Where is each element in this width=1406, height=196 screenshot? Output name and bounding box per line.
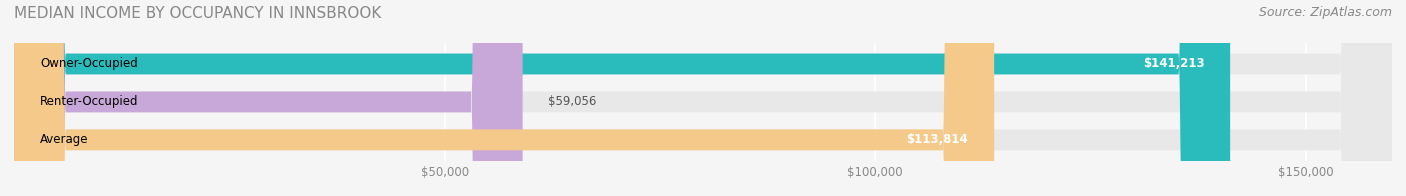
FancyBboxPatch shape bbox=[14, 0, 1230, 196]
Text: $113,814: $113,814 bbox=[907, 133, 969, 146]
FancyBboxPatch shape bbox=[14, 0, 1392, 196]
Text: MEDIAN INCOME BY OCCUPANCY IN INNSBROOK: MEDIAN INCOME BY OCCUPANCY IN INNSBROOK bbox=[14, 6, 381, 21]
FancyBboxPatch shape bbox=[14, 0, 994, 196]
Text: Average: Average bbox=[39, 133, 89, 146]
FancyBboxPatch shape bbox=[14, 0, 1392, 196]
Text: Renter-Occupied: Renter-Occupied bbox=[39, 95, 138, 108]
FancyBboxPatch shape bbox=[14, 0, 523, 196]
Text: Owner-Occupied: Owner-Occupied bbox=[39, 57, 138, 71]
Text: $59,056: $59,056 bbox=[548, 95, 596, 108]
Text: $141,213: $141,213 bbox=[1143, 57, 1205, 71]
Text: Source: ZipAtlas.com: Source: ZipAtlas.com bbox=[1258, 6, 1392, 19]
FancyBboxPatch shape bbox=[14, 0, 1392, 196]
